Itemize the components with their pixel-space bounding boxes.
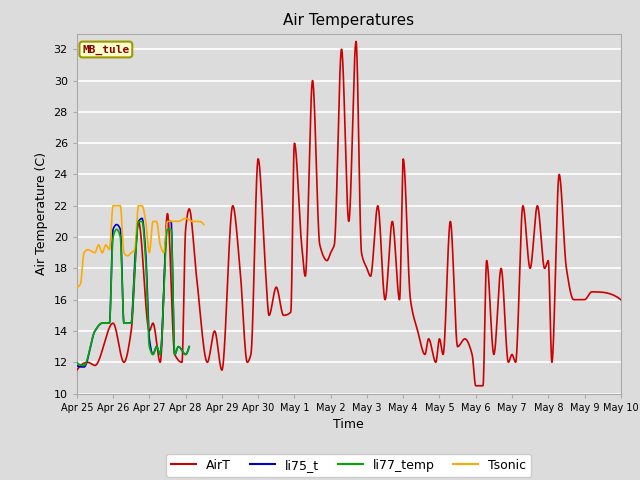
Y-axis label: Air Temperature (C): Air Temperature (C)	[35, 152, 48, 275]
Tsonic	[134, 212, 141, 218]
li75_t	[183, 350, 191, 356]
li75_t	[166, 218, 173, 224]
li75_t	[140, 229, 148, 235]
AirT	[602, 290, 609, 296]
Text: MB_tule: MB_tule	[82, 44, 129, 55]
li77_temp	[134, 218, 142, 224]
Tsonic	[200, 222, 207, 228]
AirT	[352, 38, 360, 44]
Legend: AirT, li75_t, li77_temp, Tsonic: AirT, li75_t, li77_temp, Tsonic	[166, 454, 531, 477]
li77_temp	[73, 360, 81, 365]
li77_temp	[127, 320, 135, 326]
li77_temp	[140, 235, 148, 240]
AirT	[323, 258, 331, 264]
Tsonic	[142, 219, 150, 225]
Line: li77_temp: li77_temp	[77, 221, 189, 365]
li77_temp	[183, 350, 191, 356]
Tsonic	[73, 284, 81, 290]
li77_temp	[166, 227, 173, 232]
AirT	[602, 290, 609, 296]
Tsonic	[148, 219, 156, 225]
Line: Tsonic: Tsonic	[77, 206, 204, 287]
li75_t	[127, 320, 135, 326]
li77_temp	[80, 362, 88, 368]
Line: AirT: AirT	[77, 41, 621, 386]
li75_t	[134, 221, 141, 227]
li75_t	[73, 362, 81, 368]
AirT	[472, 383, 479, 389]
li75_t	[186, 344, 193, 349]
li75_t	[127, 320, 134, 326]
Tsonic	[134, 204, 142, 210]
AirT	[502, 330, 509, 336]
li75_t	[138, 216, 146, 221]
Tsonic	[177, 217, 185, 223]
li77_temp	[186, 344, 193, 349]
AirT	[100, 339, 108, 345]
AirT	[73, 367, 81, 373]
Tsonic	[109, 203, 117, 209]
Line: li75_t: li75_t	[77, 218, 189, 367]
X-axis label: Time: Time	[333, 418, 364, 431]
li77_temp	[127, 320, 134, 326]
AirT	[617, 297, 625, 302]
li77_temp	[134, 221, 141, 227]
AirT	[337, 47, 345, 53]
li75_t	[80, 364, 88, 370]
Tsonic	[197, 219, 205, 225]
Title: Air Temperatures: Air Temperatures	[284, 13, 414, 28]
